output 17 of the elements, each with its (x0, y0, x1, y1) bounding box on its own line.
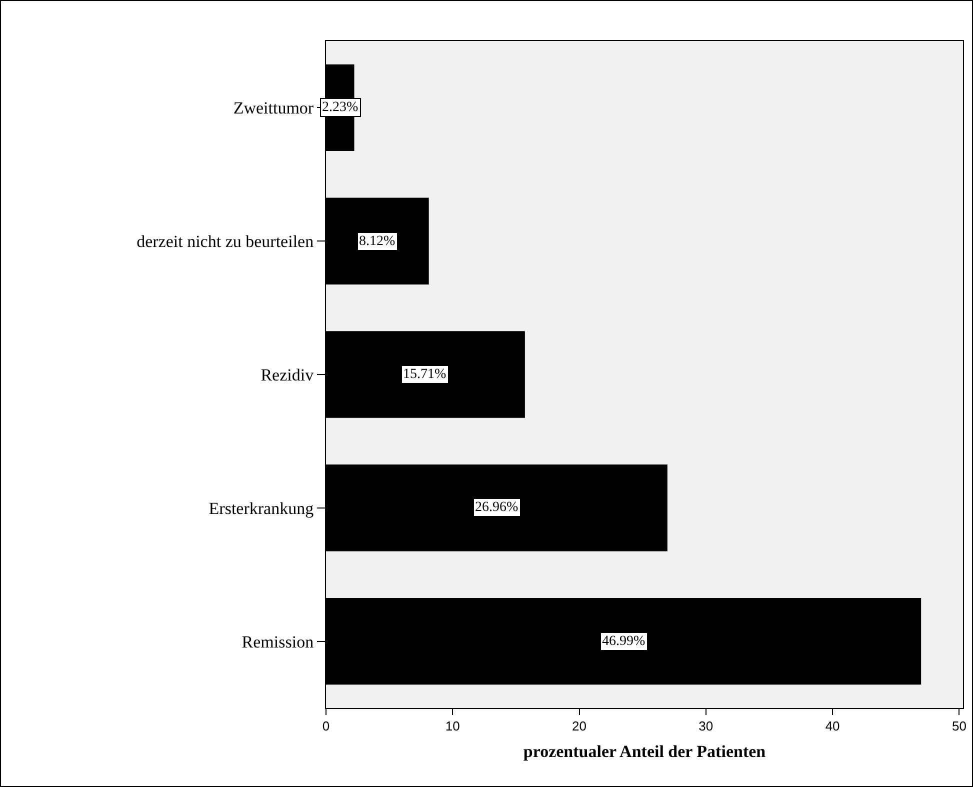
y-tick-label: Zweittumor (233, 98, 314, 118)
y-tick-label: Remission (242, 632, 314, 652)
y-tick-label: derzeit nicht zu beurteilen (136, 232, 314, 252)
x-tick-label: 0 (322, 718, 330, 734)
x-tick-label: 40 (825, 718, 840, 734)
x-tick-label: 50 (952, 718, 966, 734)
data-label: 26.96% (475, 500, 518, 515)
y-tick-label: Rezidiv (260, 365, 314, 384)
x-axis-title: prozentualer Anteil der Patienten (523, 742, 766, 761)
y-tick-label: Ersterkrankung (208, 498, 314, 518)
x-tick-label: 20 (572, 718, 587, 734)
data-label: 15.71% (403, 367, 446, 382)
data-label: 46.99% (602, 634, 646, 649)
x-tick-label: 30 (698, 718, 714, 734)
x-tick-label: 10 (445, 718, 460, 734)
data-label: 2.23% (322, 100, 358, 115)
data-label: 8.12% (359, 234, 396, 249)
